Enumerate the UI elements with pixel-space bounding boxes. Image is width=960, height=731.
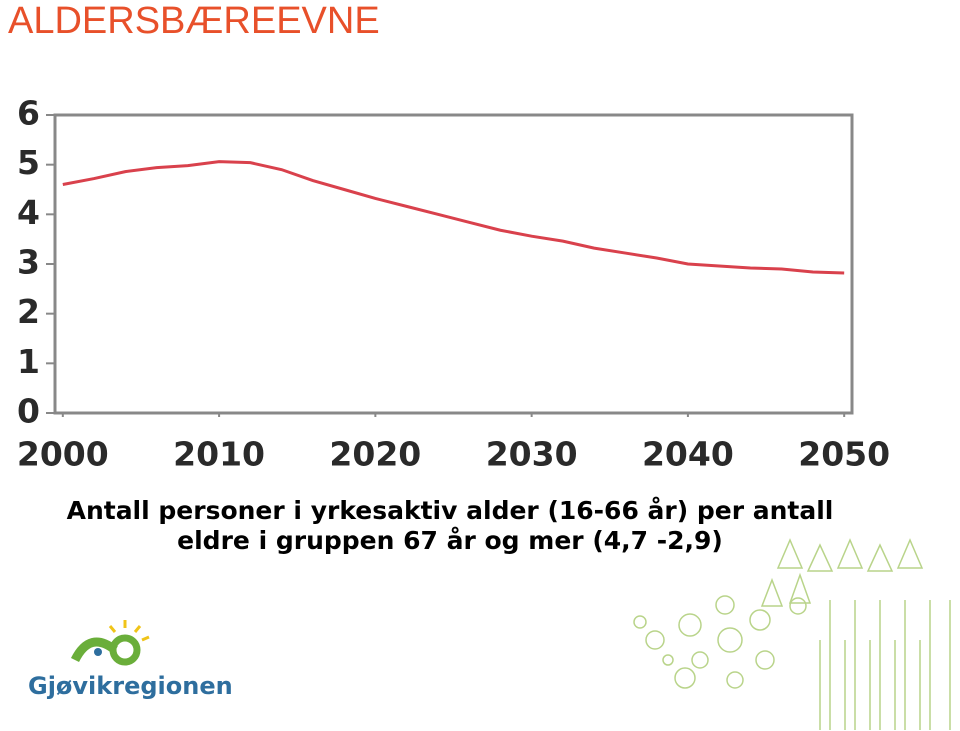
- y-tick-label: 2: [17, 292, 40, 331]
- line-series: [62, 160, 845, 275]
- slide-title: ALDERSBÆREEVNE: [8, 0, 380, 42]
- y-tick-label: 5: [17, 143, 40, 182]
- x-tick-label: 2010: [173, 435, 265, 474]
- y-tick-label: 6: [17, 94, 40, 133]
- x-tick-label: 2040: [642, 435, 734, 474]
- plot-frame: [53, 113, 854, 415]
- caption: Antall personer i yrkesaktiv alder (16-6…: [0, 496, 900, 556]
- y-tick-label: 0: [17, 392, 40, 431]
- logo-text: Gjøvikregionen: [28, 672, 233, 700]
- logo-mark: [70, 620, 150, 666]
- chart: 0 1 2 3 4 5 6 2000 2010 2020 2030 2040 2050: [17, 94, 890, 474]
- caption-line: Antall personer i yrkesaktiv alder (16-6…: [66, 496, 834, 525]
- y-tick-label: 1: [17, 342, 40, 381]
- x-tick-label: 2000: [17, 435, 109, 474]
- caption-line: eldre i gruppen 67 år og mer (4,7 -2,9): [177, 526, 723, 555]
- y-tick-label: 4: [17, 193, 40, 232]
- x-tick-label: 2020: [329, 435, 421, 474]
- x-tick-label: 2030: [486, 435, 578, 474]
- y-tick-label: 3: [17, 243, 40, 282]
- x-tick-label: 2050: [798, 435, 890, 474]
